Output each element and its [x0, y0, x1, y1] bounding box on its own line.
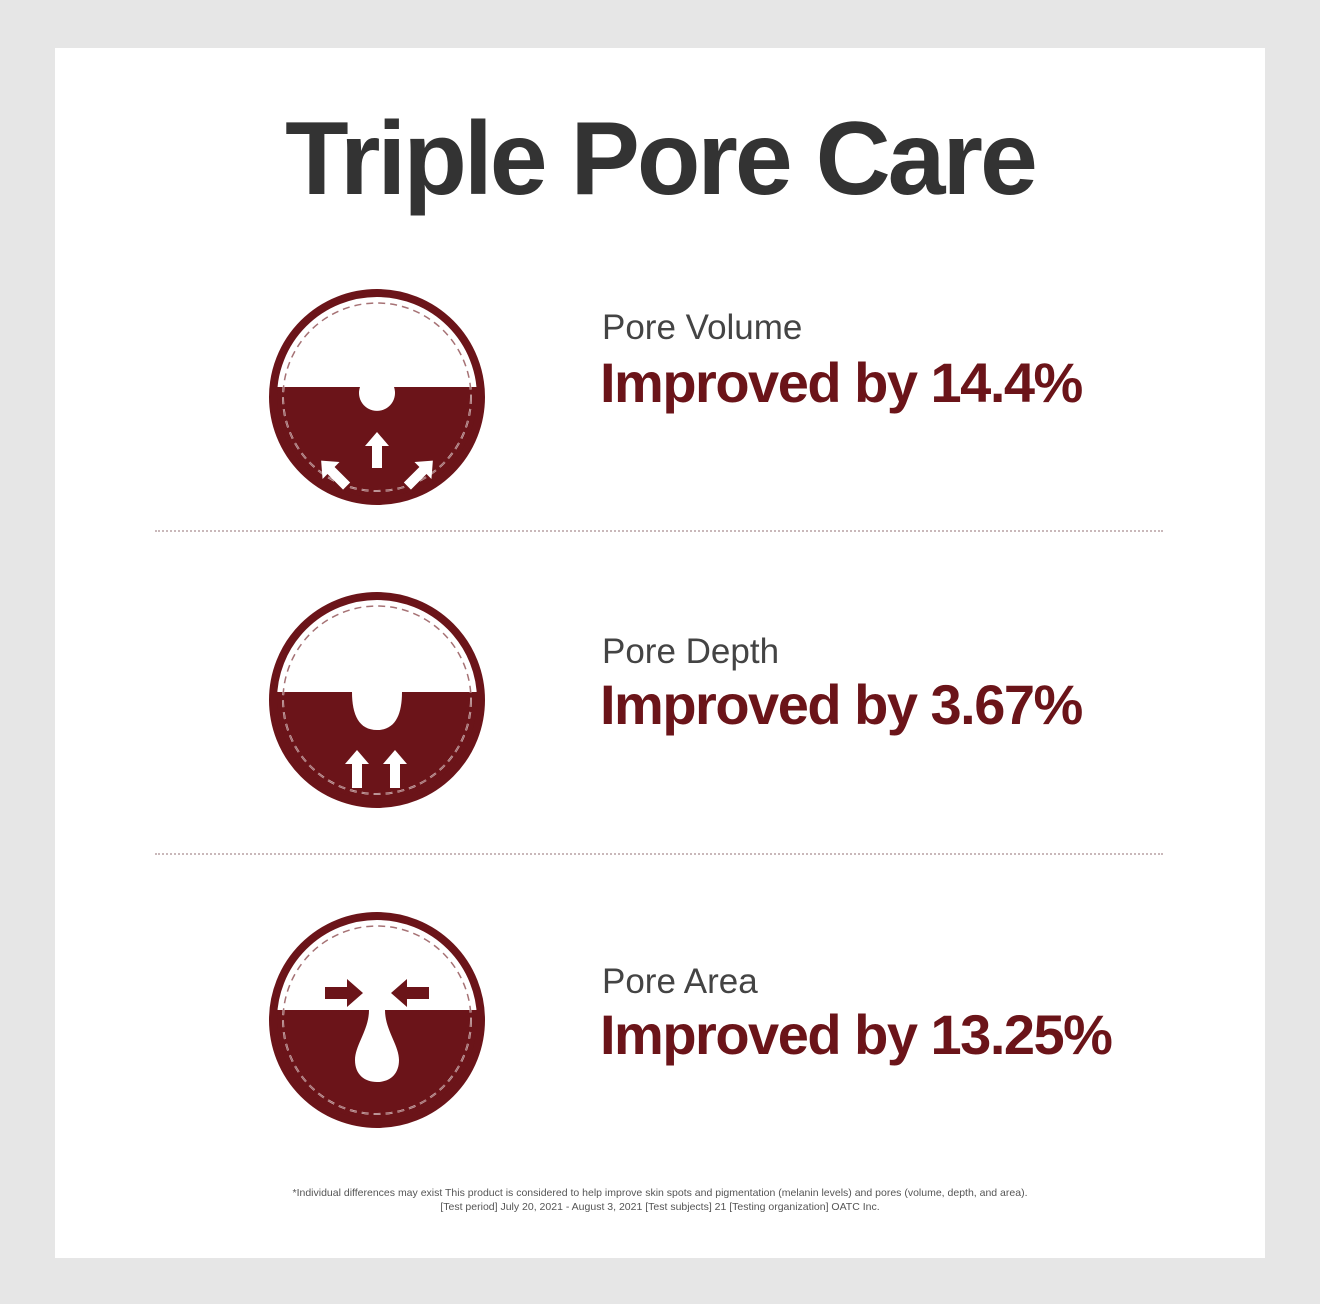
item-value: Improved by 13.25%	[600, 1003, 1113, 1066]
footnote-test-info: [Test period] July 20, 2021 - August 3, …	[440, 1201, 880, 1213]
pore-volume-icon	[269, 289, 485, 505]
item-value: Improved by 3.67%	[600, 673, 1083, 736]
item-value: Improved by 14.4%	[600, 351, 1083, 414]
item-label: Pore Volume	[602, 308, 803, 347]
item-label: Pore Area	[602, 962, 758, 1001]
divider	[155, 530, 1163, 532]
divider	[155, 853, 1163, 855]
item-label: Pore Depth	[602, 632, 780, 671]
footnote-disclaimer: *Individual differences may exist This p…	[292, 1187, 1028, 1199]
card	[55, 48, 1265, 1258]
pore-area-icon	[269, 912, 485, 1128]
page-title: Triple Pore Care	[285, 101, 1038, 217]
pore-depth-icon	[269, 592, 485, 808]
